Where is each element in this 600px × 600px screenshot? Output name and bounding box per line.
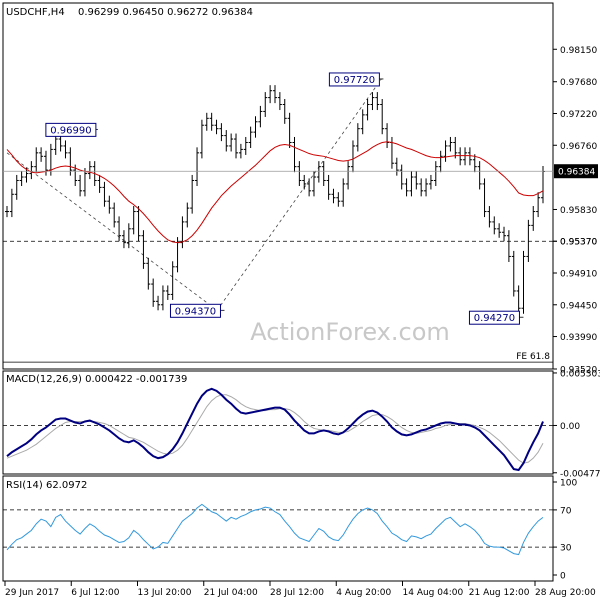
price-watermark: ActionForex.com — [250, 318, 450, 346]
annotation-box — [328, 72, 380, 87]
rsi-axis-label: 0 — [560, 572, 566, 582]
annotation-box — [169, 303, 221, 318]
chart-ohlc-label: 0.96299 0.96450 0.96272 0.96384 — [78, 7, 253, 18]
rsi-axis-label: 100 — [560, 479, 577, 489]
macd-label: MACD(12,26,9) 0.000422 -0.001739 — [6, 374, 187, 385]
price-level-label: 0.95370 — [560, 238, 597, 248]
price-axis-label: 0.95830 — [560, 206, 597, 216]
x-axis-label: 13 Jul 20:00 — [138, 588, 192, 598]
trendline — [216, 78, 382, 311]
price-axis-label: 0.93520 — [560, 366, 597, 376]
annotation-label: 0.96990 — [50, 125, 91, 136]
x-axis-label: 29 Jun 2017 — [5, 588, 59, 598]
annotation-box — [468, 310, 520, 325]
rsi-axis-label: 30 — [560, 544, 572, 554]
price-axis-label: 0.97680 — [560, 78, 597, 88]
current-price-tag — [554, 164, 598, 179]
rsi-panel — [2, 475, 554, 582]
price-axis-label: 0.95370 — [560, 238, 597, 248]
price-axis-label: 0.93990 — [560, 333, 597, 343]
fibonacci-extension-label: FE 61.8 — [516, 352, 550, 362]
rsi-line — [6, 503, 544, 556]
macd-panel — [2, 370, 554, 475]
annotation-box — [45, 122, 97, 137]
price-axis-label: 0.97220 — [560, 110, 597, 120]
x-axis-label: 21 Jul 04:00 — [204, 588, 258, 598]
macd-axis-label: 0.005303 — [560, 369, 600, 379]
price-axis-label: 0.96760 — [560, 142, 597, 152]
macd-line — [6, 387, 544, 472]
x-axis-label: 28 Aug 20:00 — [535, 588, 596, 598]
chart-symbol-label: USDCHF,H4 — [6, 7, 65, 18]
price-axis-label: 0.94450 — [560, 301, 597, 311]
rsi-axis-label: 70 — [560, 506, 572, 516]
x-axis-label: 6 Jul 12:00 — [71, 588, 120, 598]
rsi-label: RSI(14) 62.0972 — [6, 480, 87, 491]
moving-average-line — [6, 141, 544, 244]
price-axis-label: 0.94910 — [560, 270, 597, 280]
x-axis-label: 28 Jul 12:00 — [270, 588, 324, 598]
trendline — [6, 152, 218, 311]
price-panel — [2, 2, 554, 370]
annotation-label: 0.94270 — [474, 313, 515, 324]
x-axis-label: 4 Aug 20:00 — [336, 588, 391, 598]
x-axis-label: 14 Aug 04:00 — [403, 588, 464, 598]
macd-axis-label: -0.004777 — [560, 469, 600, 479]
x-axis-label: 21 Aug 12:00 — [469, 588, 530, 598]
current-price-label: 0.96384 — [558, 168, 595, 178]
macd-axis-label: 0.00 — [560, 422, 580, 432]
annotation-label: 0.97720 — [334, 75, 375, 86]
price-axis-label: 0.98150 — [560, 46, 597, 56]
annotation-label: 0.94370 — [175, 306, 216, 317]
